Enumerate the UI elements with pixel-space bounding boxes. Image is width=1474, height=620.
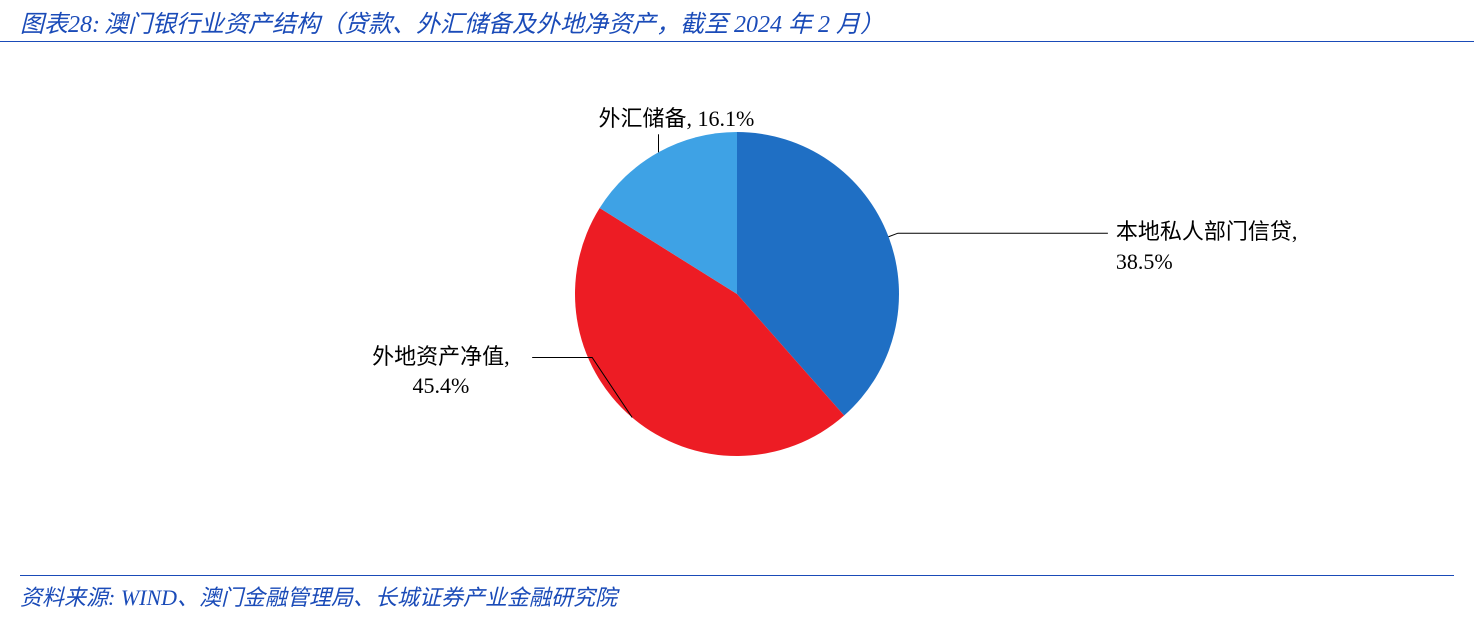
- pie-label-reserves-line1: 外汇储备, 16.1%: [599, 106, 755, 131]
- figure-title-prefix: 图表28:: [20, 12, 100, 38]
- figure-source-row: 资料来源: WIND、澳门金融管理局、长城证券产业金融研究院: [20, 575, 1454, 612]
- figure-title-text: 澳门银行业资产结构（贷款、外汇储备及外地净资产，截至 2024 年 2 月）: [104, 12, 884, 38]
- pie-label-private-credit: 本地私人部门信贷, 38.5%: [1116, 217, 1298, 276]
- figure-title-row: 图表28: 澳门银行业资产结构（贷款、外汇储备及外地净资产，截至 2024 年 …: [0, 0, 1474, 42]
- pie-label-reserves: 外汇储备, 16.1%: [599, 104, 755, 134]
- pie-label-private-credit-line2: 38.5%: [1116, 249, 1173, 274]
- leader-line: [889, 233, 1108, 237]
- figure-container: 图表28: 澳门银行业资产结构（贷款、外汇储备及外地净资产，截至 2024 年 …: [0, 0, 1474, 620]
- pie-chart-area: 外汇储备, 16.1% 本地私人部门信贷, 38.5% 外地资产净值, 45.4…: [0, 42, 1474, 542]
- pie-label-foreign-assets: 外地资产净值, 45.4%: [372, 342, 510, 401]
- pie-label-foreign-assets-line2: 45.4%: [413, 373, 470, 398]
- pie-label-foreign-assets-line1: 外地资产净值,: [372, 344, 510, 369]
- figure-source-text: WIND、澳门金融管理局、长城证券产业金融研究院: [121, 585, 617, 610]
- pie-label-private-credit-line1: 本地私人部门信贷,: [1116, 219, 1298, 244]
- figure-source-label: 资料来源:: [20, 585, 115, 610]
